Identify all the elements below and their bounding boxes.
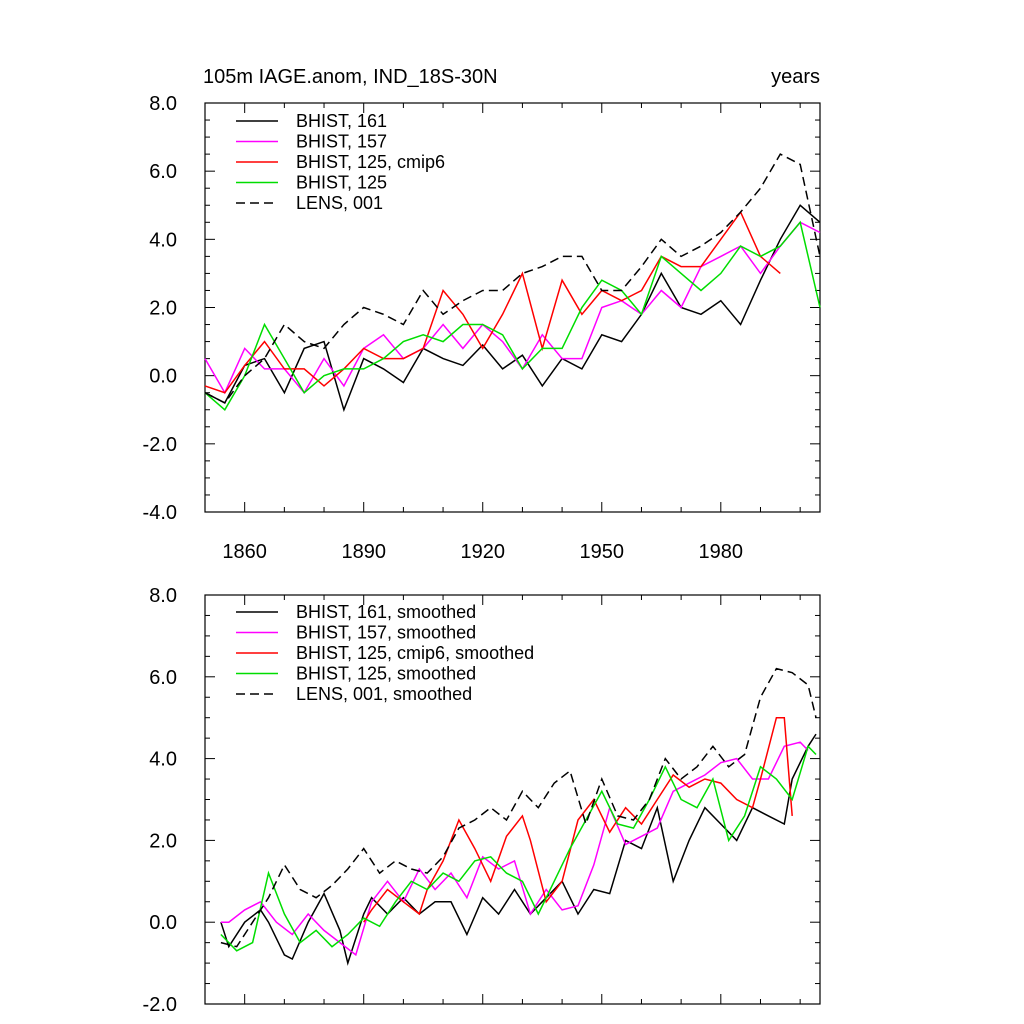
y-tick-label: 8.0 bbox=[149, 93, 177, 115]
y-tick-label: 2.0 bbox=[149, 830, 177, 852]
legend-label: BHIST, 125, smoothed bbox=[296, 664, 476, 684]
x-tick-label: 1860 bbox=[222, 541, 267, 563]
y-tick-label: -2.0 bbox=[143, 994, 177, 1016]
series-line bbox=[204, 153, 821, 404]
series-line bbox=[220, 744, 817, 952]
x-tick-label: 1890 bbox=[341, 541, 386, 563]
series-line bbox=[220, 741, 809, 957]
y-tick-label: -2.0 bbox=[143, 434, 177, 456]
series-line bbox=[204, 210, 781, 394]
chart-title: 105m IAGE.anom, IND_18S-30N bbox=[203, 66, 498, 88]
y-tick-label: 6.0 bbox=[149, 667, 177, 689]
y-tick-label: 2.0 bbox=[149, 298, 177, 320]
legend-label: BHIST, 161, smoothed bbox=[296, 602, 476, 622]
panel-raw: -4.0 -2.0 0.0 2.0 4.0 6.0 8.0 1860 1890 1920 1950 1… bbox=[143, 93, 821, 563]
legend-label: LENS, 001, smoothed bbox=[296, 684, 472, 704]
series-line bbox=[363, 716, 793, 923]
x-tick-label: 1980 bbox=[699, 541, 744, 563]
y-tick-label: -4.0 bbox=[143, 502, 177, 524]
series-line bbox=[204, 221, 821, 395]
y-tick-label: 4.0 bbox=[149, 229, 177, 251]
series-line bbox=[204, 220, 821, 411]
legend-label: BHIST, 125, cmip6 bbox=[296, 152, 445, 172]
y-tick-label: 0.0 bbox=[149, 366, 177, 388]
legend-label: BHIST, 161 bbox=[296, 111, 387, 131]
x-tick-label: 1950 bbox=[580, 541, 625, 563]
y-tick-label: 4.0 bbox=[149, 749, 177, 771]
legend-label: LENS, 001 bbox=[296, 193, 383, 213]
series-line bbox=[204, 204, 821, 413]
y-tick-label: 8.0 bbox=[149, 585, 177, 607]
y-tick-label: 0.0 bbox=[149, 912, 177, 934]
legend-label: BHIST, 125, cmip6, smoothed bbox=[296, 643, 534, 663]
legend-label: BHIST, 157 bbox=[296, 132, 387, 152]
x-tick-label: 1920 bbox=[460, 541, 505, 563]
chart-units-label: years bbox=[771, 66, 820, 88]
legend-label: BHIST, 125 bbox=[296, 173, 387, 193]
legend-label: BHIST, 157, smoothed bbox=[296, 623, 476, 643]
y-tick-label: 6.0 bbox=[149, 161, 177, 183]
series-line bbox=[220, 667, 817, 948]
series-line bbox=[220, 733, 817, 966]
